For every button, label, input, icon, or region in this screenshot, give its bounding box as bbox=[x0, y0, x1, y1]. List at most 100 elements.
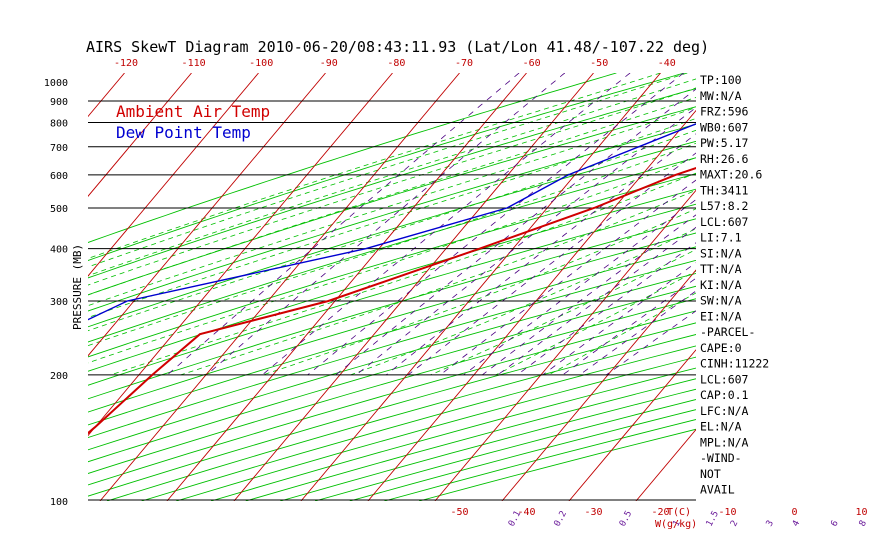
isotherms bbox=[88, 73, 870, 501]
pressure-tick-label: 100 bbox=[50, 497, 68, 508]
stability-panel-entry: MAXT:20.6 bbox=[700, 168, 762, 182]
isotherm-line bbox=[88, 73, 326, 357]
moist-adiabat-line bbox=[88, 78, 696, 277]
stability-panel-entry: TT:N/A bbox=[700, 262, 742, 276]
bottom-temperature-tick-label: 0 bbox=[792, 507, 798, 518]
pressure-tick-label: 500 bbox=[50, 204, 68, 215]
stability-panel-entry: SW:N/A bbox=[700, 294, 742, 308]
moist-adiabat-line bbox=[88, 129, 696, 332]
top-temperature-tick-label: -40 bbox=[658, 58, 676, 69]
pressure-tick-label: 600 bbox=[50, 171, 68, 182]
stability-panel-entry: WB0:607 bbox=[700, 120, 749, 134]
stability-panel-entry: LCL:607 bbox=[700, 215, 749, 229]
mixing-ratio-tick-label: 0.2 bbox=[553, 509, 569, 528]
stability-panel-entry: MPL:N/A bbox=[700, 435, 749, 449]
isotherm-line bbox=[166, 73, 527, 501]
moist-adiabat-line bbox=[88, 107, 696, 307]
top-temperature-tick-label: -50 bbox=[590, 58, 608, 69]
dry-adiabat-line bbox=[88, 259, 696, 439]
moist-adiabat-line bbox=[88, 97, 696, 296]
dry-adiabat-line bbox=[88, 173, 696, 358]
mixing-ratio-tick-label: 3 bbox=[765, 519, 776, 528]
dry-adiabat-line bbox=[88, 140, 696, 328]
bottom-temperature-tick-label: -10 bbox=[718, 507, 736, 518]
dry-adiabat-line bbox=[88, 246, 696, 426]
isotherm-line bbox=[88, 73, 259, 277]
bottom-temperature-tick-label: -30 bbox=[584, 507, 602, 518]
bottom-temperature-ticks: -50-40-30-20-10010203040 bbox=[450, 507, 867, 518]
dry-adiabat-line bbox=[88, 218, 696, 400]
top-temperature-tick-label: -90 bbox=[320, 58, 338, 69]
stability-panel-entry: AVAIL bbox=[700, 483, 735, 497]
stability-panel-entry: MW:N/A bbox=[700, 89, 742, 103]
stability-panel-entry: KI:N/A bbox=[700, 278, 742, 292]
stability-panel-entry: TP:100 bbox=[700, 73, 742, 87]
mixing-ratio-tick-label: 8 bbox=[858, 519, 869, 528]
top-temperature-ticks: -120 -110 -100 -90 -80 -70 -60 -50 -40 bbox=[114, 58, 676, 69]
mixing-ratio-line bbox=[386, 133, 696, 376]
isotherm-line bbox=[88, 73, 125, 118]
moist-adiabats bbox=[88, 73, 696, 376]
top-temperature-tick-label: -60 bbox=[523, 58, 541, 69]
mixing-ratio-line bbox=[463, 199, 696, 376]
stability-panel-entry: TH:3411 bbox=[700, 183, 749, 197]
dry-adiabat-line bbox=[88, 88, 696, 279]
isobars bbox=[88, 100, 696, 501]
mixing-ratio-line bbox=[167, 73, 520, 376]
top-temperature-tick-label: -80 bbox=[387, 58, 405, 69]
isotherm-line bbox=[88, 73, 192, 197]
stability-panel-entry: EI:N/A bbox=[700, 309, 742, 323]
mixing-ratio-line bbox=[440, 179, 696, 376]
y-axis-label: PRESSURE (MB) bbox=[71, 244, 84, 330]
pressure-tick-label: 700 bbox=[50, 143, 68, 154]
moist-adiabat-line bbox=[180, 189, 696, 376]
isotherm-line bbox=[568, 349, 696, 501]
pressure-tick-label: 1000 bbox=[44, 78, 68, 89]
top-temperature-tick-label: -70 bbox=[455, 58, 473, 69]
dry-adiabat-line bbox=[349, 409, 696, 501]
mixing-ratio-tick-label: 4 bbox=[791, 519, 802, 528]
isotherm-line bbox=[635, 428, 696, 501]
stability-panel-entry: LFC:N/A bbox=[700, 404, 749, 418]
mixing-ratio-label: W(g/kg) bbox=[655, 519, 697, 530]
stability-panel-entry: LI:7.1 bbox=[700, 231, 742, 245]
isotherm-line bbox=[300, 73, 661, 501]
dry-adiabat-line bbox=[88, 203, 696, 386]
isotherm-line bbox=[770, 73, 870, 501]
mixing-ratio-line bbox=[307, 73, 684, 376]
isotherm-line bbox=[99, 73, 460, 501]
pressure-tick-label: 900 bbox=[50, 97, 68, 108]
top-temperature-tick-label: -100 bbox=[249, 58, 273, 69]
legend-ambient: Ambient Air Temp bbox=[116, 102, 270, 121]
dry-adiabat-line bbox=[88, 73, 617, 243]
stability-panel-entry: RH:26.6 bbox=[700, 152, 749, 166]
mixing-ratio-line bbox=[407, 152, 696, 376]
moist-adiabat-line bbox=[88, 73, 688, 268]
dewpoint-temperature-trace bbox=[88, 123, 696, 321]
ambient-temperature-trace bbox=[88, 166, 696, 435]
dry-adiabat-line bbox=[88, 285, 696, 463]
top-temperature-tick-label: -110 bbox=[182, 58, 206, 69]
legend-dewpoint: Dew Point Temp bbox=[116, 123, 251, 142]
mixing-ratio-line bbox=[335, 88, 696, 376]
stability-panel-entry: SI:N/A bbox=[700, 246, 742, 260]
dry-adiabat-line bbox=[176, 356, 696, 501]
isotherm-line bbox=[233, 73, 594, 501]
bottom-temperature-tick-label: 10 bbox=[855, 507, 867, 518]
stability-panel-entry: EL:N/A bbox=[700, 420, 742, 434]
pressure-tick-label: 300 bbox=[50, 297, 68, 308]
stability-panel-entry: NOT bbox=[700, 467, 721, 481]
mixing-ratio-line bbox=[206, 73, 566, 376]
dry-adiabat-line bbox=[88, 322, 696, 497]
pressure-tick-label: 400 bbox=[50, 245, 68, 256]
moist-adiabat-line bbox=[350, 228, 696, 376]
dry-adiabat-line bbox=[88, 232, 696, 413]
dry-adiabat-line bbox=[88, 272, 696, 451]
dry-adiabat-line bbox=[88, 73, 685, 261]
stability-panel-entry: CINH:11222 bbox=[700, 357, 769, 371]
mixing-ratio-tick-label: 0.5 bbox=[618, 509, 634, 528]
pressure-tick-label: 200 bbox=[50, 371, 68, 382]
top-temperature-tick-label: -120 bbox=[114, 58, 138, 69]
mixing-ratio-tick-label: 2 bbox=[729, 519, 740, 528]
